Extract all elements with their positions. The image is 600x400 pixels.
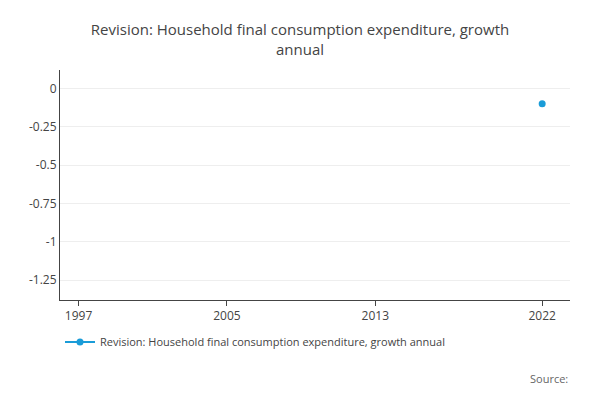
svg-text:2013: 2013 bbox=[362, 307, 390, 324]
svg-text:2005: 2005 bbox=[213, 307, 241, 324]
svg-text:-0.5: -0.5 bbox=[36, 156, 57, 173]
svg-text:1997: 1997 bbox=[65, 307, 93, 324]
svg-text:-0.75: -0.75 bbox=[29, 195, 57, 212]
svg-text:-0.25: -0.25 bbox=[29, 118, 57, 135]
svg-text:Revision: Household final cons: Revision: Household final consumption ex… bbox=[91, 19, 509, 59]
svg-text:Source:: Source: bbox=[530, 371, 568, 386]
svg-text:0: 0 bbox=[50, 80, 57, 97]
svg-text:2022: 2022 bbox=[528, 307, 556, 324]
svg-text:-1: -1 bbox=[46, 233, 57, 250]
svg-text:-1.25: -1.25 bbox=[29, 271, 57, 288]
svg-text:Revision: Household final cons: Revision: Household final consumption ex… bbox=[100, 334, 445, 349]
